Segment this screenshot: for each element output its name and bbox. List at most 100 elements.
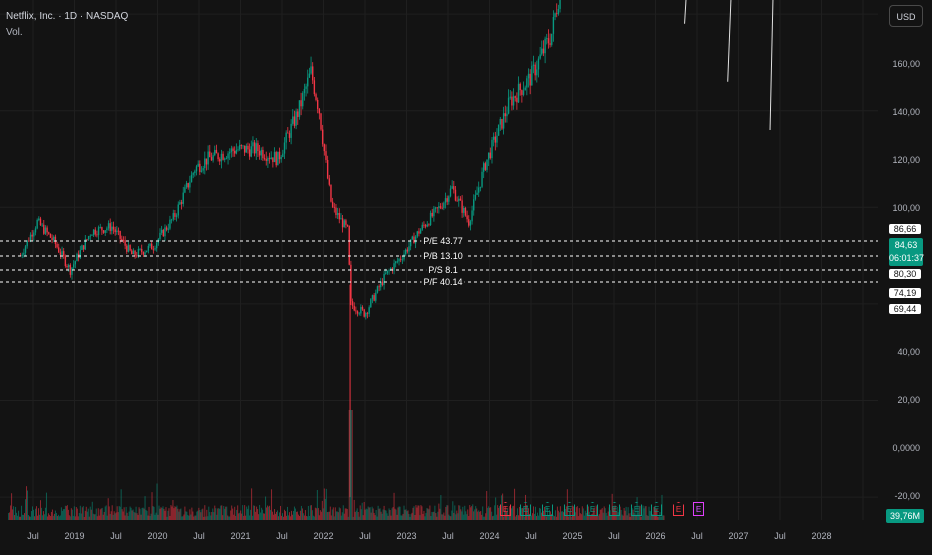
volume-bar — [117, 512, 119, 520]
volume-bar — [427, 508, 429, 520]
volume-bar — [199, 510, 201, 520]
earnings-marker-icon[interactable]: E — [520, 502, 531, 516]
earnings-marker-icon[interactable]: E — [500, 502, 511, 516]
volume-bar — [581, 506, 583, 520]
volume-bar — [585, 512, 587, 520]
volume-indicator-label[interactable]: Vol. — [6, 27, 23, 38]
volume-bar — [407, 510, 409, 520]
candle-body — [318, 108, 321, 114]
candle-body — [112, 226, 115, 230]
volume-bar — [337, 512, 339, 520]
volume-bar — [578, 508, 580, 520]
candle-body — [448, 196, 450, 202]
candle-body — [421, 224, 423, 230]
volume-bar — [59, 515, 61, 520]
volume-bar — [461, 511, 463, 520]
candle-body — [308, 73, 311, 78]
volume-bar — [463, 514, 465, 520]
volume-bar — [398, 506, 400, 520]
candle-body — [537, 58, 540, 70]
volume-bar — [483, 516, 485, 520]
volume-bar — [508, 516, 510, 520]
candle-body — [350, 264, 352, 302]
bar-countdown: 06:01:37 — [889, 253, 925, 263]
candle-body — [527, 73, 530, 79]
volume-bar — [532, 506, 534, 520]
candle-body — [136, 255, 138, 257]
candle-body — [375, 292, 377, 301]
volume-bar — [501, 495, 503, 520]
volume-bar — [26, 486, 28, 520]
volume-bar — [253, 505, 255, 520]
volume-bar — [653, 507, 655, 520]
volume-bar — [174, 506, 176, 520]
earnings-marker-icon[interactable]: E — [609, 502, 620, 516]
earnings-marker-icon[interactable]: E — [631, 502, 642, 516]
candle-body — [76, 253, 78, 262]
volume-bar — [564, 509, 566, 520]
volume-bar — [602, 512, 604, 520]
volume-bar — [571, 505, 573, 520]
candle-body — [293, 116, 296, 126]
volume-bar — [226, 506, 228, 520]
candle-body — [207, 151, 209, 165]
candle-body — [300, 100, 302, 107]
volume-bar — [37, 508, 39, 520]
earnings-marker-icon[interactable]: E — [693, 502, 704, 516]
volume-bar — [334, 507, 336, 520]
earnings-marker-icon[interactable]: E — [673, 502, 684, 516]
volume-bar — [459, 505, 461, 520]
candle-body — [86, 239, 88, 240]
candle-body — [215, 149, 218, 154]
earnings-marker-icon[interactable]: E — [587, 502, 598, 516]
volume-bar — [480, 511, 482, 520]
volume-bar — [147, 515, 149, 520]
volume-bar — [120, 489, 122, 520]
volume-bar — [598, 514, 600, 520]
volume-bar — [434, 505, 436, 520]
volume-bar — [100, 508, 102, 520]
candle-body — [536, 69, 538, 76]
candle-body — [532, 64, 535, 66]
earnings-marker-icon[interactable]: E — [564, 502, 575, 516]
earnings-marker-icon[interactable]: E — [651, 502, 662, 516]
volume-bar — [477, 511, 479, 520]
candle-body — [522, 90, 525, 95]
price-tick-label: 140,00 — [892, 107, 920, 117]
volume-bar — [424, 516, 426, 520]
candle-body — [328, 178, 331, 185]
volume-bar — [344, 508, 346, 520]
candle-body — [139, 248, 141, 250]
volume-bar — [534, 506, 536, 520]
volume-bar — [155, 512, 157, 520]
candle-body — [287, 132, 289, 134]
candle-body — [331, 201, 334, 207]
volume-bar — [460, 509, 462, 520]
volume-bar — [228, 516, 230, 520]
volume-bar — [616, 506, 618, 520]
volume-bar — [543, 506, 545, 520]
candle-body — [182, 192, 184, 204]
volume-bar — [325, 488, 327, 520]
volume-bar — [467, 509, 469, 520]
volume-bar — [576, 506, 578, 520]
candle-body — [312, 66, 314, 81]
volume-bar — [315, 508, 317, 520]
volume-bar — [269, 505, 271, 520]
volume-bar — [131, 510, 133, 520]
symbol-title[interactable]: Netflix, Inc. · 1D · NASDAQ — [6, 11, 129, 22]
candle-body — [494, 136, 497, 143]
candle-body — [38, 218, 40, 220]
currency-button[interactable]: USD — [889, 5, 923, 27]
volume-bar — [611, 493, 613, 520]
candle-body — [282, 153, 284, 157]
volume-bar — [285, 515, 287, 520]
volume-bar — [451, 510, 453, 520]
candle-body — [28, 240, 30, 242]
candle-body — [126, 245, 128, 252]
volume-bar — [399, 506, 401, 520]
volume-bar — [307, 505, 309, 520]
earnings-marker-icon[interactable]: E — [542, 502, 553, 516]
